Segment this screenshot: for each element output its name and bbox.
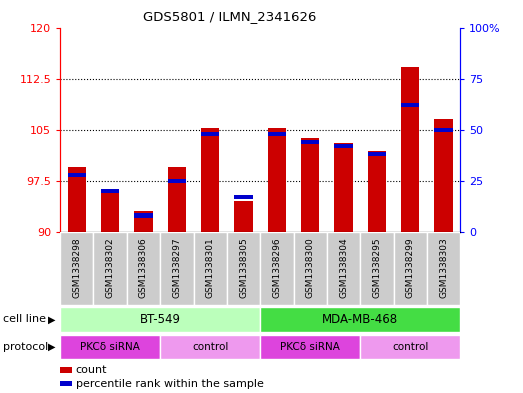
Text: PKCδ siRNA: PKCδ siRNA [80, 342, 140, 352]
Bar [368, 152, 386, 156]
Text: control: control [192, 342, 229, 352]
Text: GSM1338306: GSM1338306 [139, 238, 148, 298]
Bar [160, 232, 194, 305]
Text: GSM1338302: GSM1338302 [106, 238, 115, 298]
Bar [194, 232, 227, 305]
Text: GSM1338299: GSM1338299 [406, 238, 415, 298]
Text: PKCδ siRNA: PKCδ siRNA [280, 342, 340, 352]
Bar [260, 334, 360, 359]
Bar [60, 307, 260, 332]
Bar [168, 179, 186, 183]
Bar [67, 167, 86, 232]
Bar [67, 173, 86, 177]
Bar [160, 334, 260, 359]
Text: GSM1338303: GSM1338303 [439, 238, 448, 298]
Bar [401, 103, 419, 107]
Bar [327, 232, 360, 305]
Bar [301, 140, 320, 144]
Text: GSM1338296: GSM1338296 [272, 238, 281, 298]
Bar [60, 232, 94, 305]
Bar [134, 213, 153, 218]
Bar [260, 232, 293, 305]
Bar [334, 144, 353, 148]
Text: ▶: ▶ [48, 342, 55, 352]
Bar [435, 128, 453, 132]
Bar [234, 201, 253, 232]
Bar [101, 190, 119, 232]
Bar [268, 132, 286, 136]
Bar [435, 119, 453, 232]
Text: GSM1338301: GSM1338301 [206, 238, 214, 298]
Text: MDA-MB-468: MDA-MB-468 [322, 313, 399, 326]
Text: control: control [392, 342, 428, 352]
Bar [260, 307, 460, 332]
Bar [293, 232, 327, 305]
Bar [201, 132, 219, 136]
Text: ▶: ▶ [48, 314, 55, 324]
Text: GSM1338305: GSM1338305 [239, 238, 248, 298]
Text: GSM1338304: GSM1338304 [339, 238, 348, 298]
Bar [360, 334, 460, 359]
Bar [401, 67, 419, 232]
Bar [201, 129, 219, 232]
Bar [60, 334, 160, 359]
Text: GDS5801 / ILMN_2341626: GDS5801 / ILMN_2341626 [143, 10, 317, 23]
Bar [368, 151, 386, 232]
Text: GSM1338297: GSM1338297 [173, 238, 181, 298]
Bar [168, 167, 186, 232]
Bar [427, 232, 460, 305]
Text: protocol: protocol [3, 342, 48, 352]
Text: BT-549: BT-549 [140, 313, 180, 326]
Bar [301, 138, 320, 232]
Bar [360, 232, 393, 305]
Bar [394, 232, 427, 305]
Bar [134, 211, 153, 232]
Bar [94, 232, 127, 305]
Text: GSM1338300: GSM1338300 [306, 238, 315, 298]
Bar [334, 143, 353, 232]
Bar [268, 129, 286, 232]
Text: GSM1338298: GSM1338298 [72, 238, 81, 298]
Bar [227, 232, 260, 305]
Text: percentile rank within the sample: percentile rank within the sample [76, 378, 264, 389]
Text: cell line: cell line [3, 314, 46, 324]
Text: GSM1338295: GSM1338295 [372, 238, 381, 298]
Bar [101, 189, 119, 193]
Bar [127, 232, 160, 305]
Text: count: count [76, 365, 107, 375]
Bar [234, 195, 253, 199]
